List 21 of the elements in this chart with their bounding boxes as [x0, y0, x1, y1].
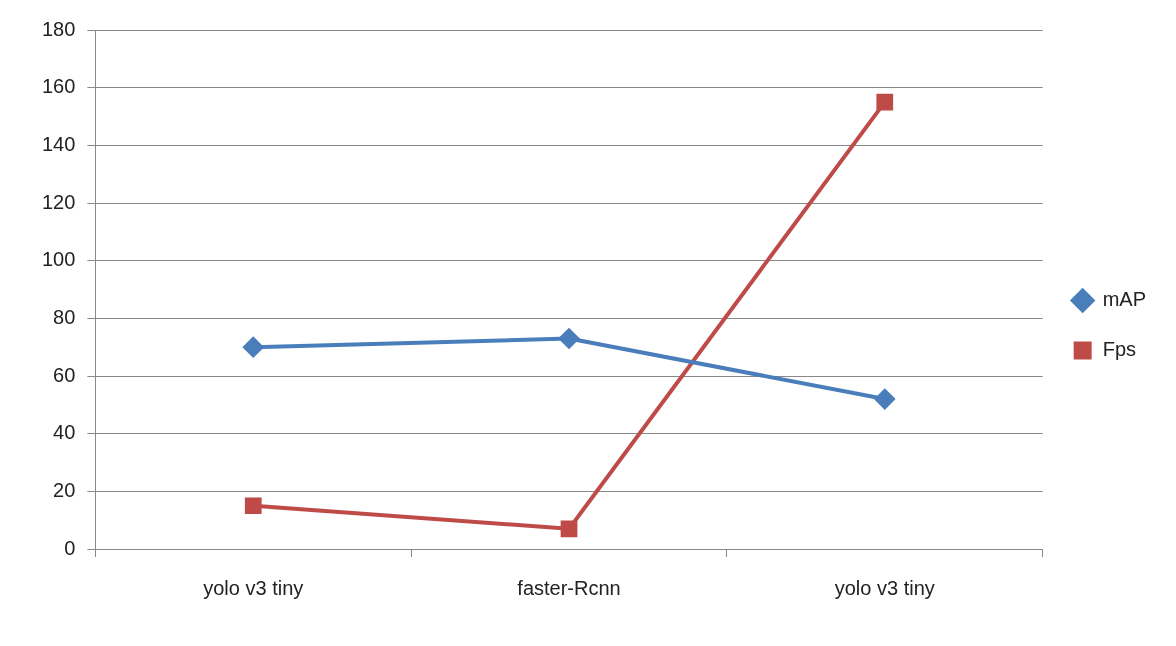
- x-tick-label: yolo v3 tiny: [203, 576, 304, 599]
- y-tick-label: 20: [53, 478, 76, 501]
- y-tick-label: 120: [41, 190, 76, 213]
- point: [559, 328, 580, 349]
- y-tick-label: 80: [53, 305, 76, 328]
- y-tick-label: 160: [41, 75, 76, 98]
- y-tick-label: 100: [41, 248, 76, 271]
- legend-label: Fps: [1102, 338, 1136, 361]
- y-tick-label: 60: [53, 363, 76, 386]
- point: [560, 520, 578, 538]
- x-tick-label: yolo v3 tiny: [834, 576, 935, 599]
- y-tick-label: 40: [53, 421, 76, 444]
- x-tick-label: faster-Rcnn: [517, 576, 621, 599]
- y-tick-label: 180: [41, 17, 76, 40]
- y-tick-label: 140: [41, 132, 76, 155]
- legend-label: mAP: [1102, 288, 1146, 311]
- point: [874, 389, 895, 410]
- point: [244, 497, 262, 515]
- point: [876, 93, 894, 111]
- point: [243, 337, 264, 358]
- y-tick-label: 0: [64, 536, 76, 559]
